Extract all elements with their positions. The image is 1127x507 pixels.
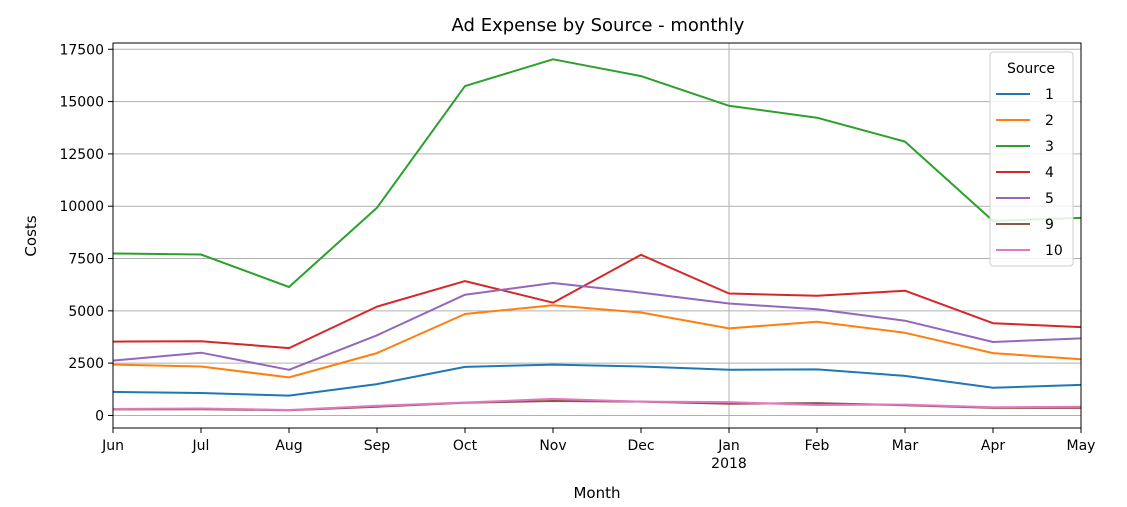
x-tick-label: Jul (192, 438, 210, 454)
series-line-1 (112, 363, 1082, 397)
x-axis-label: Month (573, 484, 620, 502)
y-tick-label: 2500 (68, 356, 104, 372)
plot-frame (112, 42, 1082, 429)
series-line-2 (112, 304, 1082, 379)
series-line-3 (112, 58, 1082, 288)
x-tick-label: Oct (453, 438, 478, 454)
x-tick-label: Mar (892, 438, 919, 454)
x-tick-label: Aug (275, 438, 302, 454)
tick-layer: 0 2500 5000 7500 10000 12500 15000 17500 Jun Jul A… (59, 42, 1095, 472)
legend-box (989, 51, 1074, 267)
chart-title: Ad Expense by Source - monthly (452, 15, 745, 36)
y-tick-label: 0 (95, 408, 104, 424)
legend-label-3: 3 (1045, 139, 1054, 155)
legend-label-2: 2 (1045, 113, 1054, 129)
series-line-4 (112, 253, 1082, 350)
y-tick-label: 15000 (59, 95, 104, 111)
y-tick-label: 12500 (59, 147, 104, 163)
x-tick-label: May (1067, 438, 1096, 454)
legend-label-5: 5 (1045, 191, 1054, 207)
x-tick-label: Jan (717, 438, 740, 454)
legend-label-4: 4 (1045, 165, 1054, 181)
series-layer (112, 58, 1082, 412)
series-line-10 (112, 397, 1082, 411)
x-tick-label: Apr (981, 438, 1005, 454)
x-tick-label: Nov (539, 438, 566, 454)
y-tick-label: 17500 (59, 42, 104, 58)
x-tick-label: Sep (364, 438, 391, 454)
x-tick-label: Jun (101, 438, 124, 454)
y-tick-label: 7500 (68, 252, 104, 268)
legend-title: Source (1007, 61, 1055, 77)
y-tick-label: 10000 (59, 199, 104, 215)
x-tick-label: Feb (805, 438, 830, 454)
series-line-5 (112, 282, 1082, 371)
y-axis-label: Costs (22, 215, 40, 256)
legend-label-10: 10 (1045, 243, 1063, 259)
legend-label-9: 9 (1045, 217, 1054, 233)
x-year-label: 2018 (711, 456, 747, 472)
grid-layer (113, 43, 1081, 428)
legend-label-1: 1 (1045, 87, 1054, 103)
legend: Source 1 2 3 4 5 9 10 (989, 51, 1074, 267)
y-tick-label: 5000 (68, 304, 104, 320)
x-tick-label: Dec (627, 438, 654, 454)
